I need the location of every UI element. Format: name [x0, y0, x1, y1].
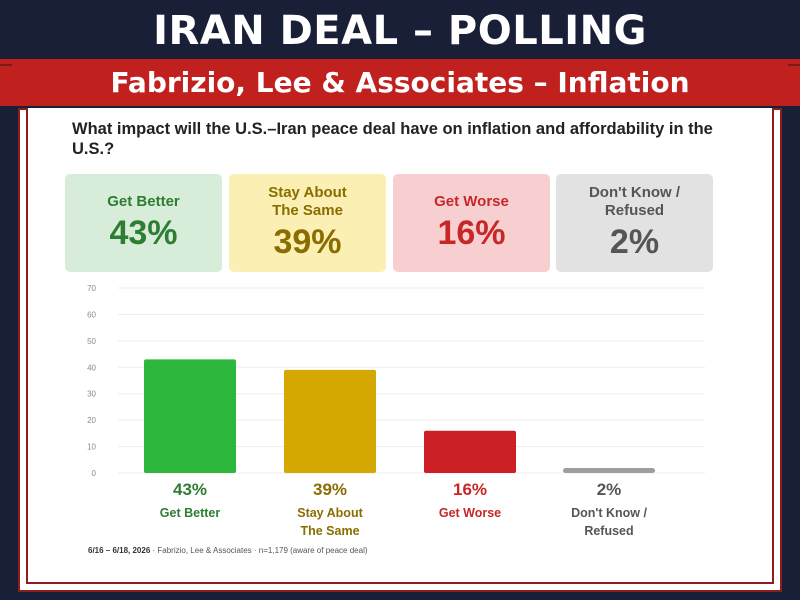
card-label: Stay About The Same — [268, 184, 347, 219]
category-label: Stay About — [297, 506, 363, 520]
card-percent: 16% — [437, 214, 506, 252]
category-label: Get Better — [160, 506, 221, 520]
y-tick-label: 60 — [87, 310, 96, 319]
page-title: IRAN DEAL – POLLING — [153, 8, 647, 54]
card-label: Get Worse — [434, 193, 509, 210]
result-card-dont-know: Don't Know / Refused 2% — [556, 174, 713, 272]
category-label: Refused — [584, 524, 633, 538]
card-percent: 43% — [109, 214, 178, 252]
bar-0 — [144, 359, 236, 473]
bar-value-label: 16% — [453, 480, 487, 499]
banner-rule-left — [0, 64, 12, 66]
card-label: Get Better — [107, 193, 180, 210]
card-percent: 39% — [273, 223, 342, 261]
category-label: Get Worse — [439, 506, 501, 520]
result-card-stay-same: Stay About The Same 39% — [229, 174, 386, 272]
y-tick-label: 20 — [87, 416, 96, 425]
result-card-get-worse: Get Worse 16% — [393, 174, 550, 272]
source-text: · Fabrizio, Lee & Associates · n=1,179 (… — [150, 546, 368, 555]
source-note: 6/16 – 6/18, 2026 · Fabrizio, Lee & Asso… — [88, 546, 368, 555]
category-label: Don't Know / — [571, 506, 647, 520]
bar-3 — [563, 468, 655, 473]
bar-value-label: 2% — [597, 480, 622, 499]
bar-value-label: 43% — [173, 480, 207, 499]
bar-1 — [284, 369, 376, 473]
card-percent: 2% — [609, 223, 660, 261]
y-tick-label: 40 — [87, 363, 96, 372]
y-tick-label: 0 — [92, 469, 97, 478]
bar-2 — [424, 430, 516, 473]
category-label: The Same — [300, 524, 359, 538]
source-date: 6/16 – 6/18, 2026 — [88, 546, 151, 555]
card-label: Don't Know / Refused — [588, 184, 681, 219]
y-tick-label: 30 — [87, 390, 96, 399]
section-banner: Fabrizio, Lee & Associates – Inflation — [0, 59, 800, 106]
y-tick-label: 70 — [87, 284, 96, 293]
result-card-get-better: Get Better 43% — [65, 174, 222, 272]
y-tick-label: 50 — [87, 337, 96, 346]
bar-value-label: 39% — [313, 480, 347, 499]
survey-question: What impact will the U.S.–Iran peace dea… — [72, 120, 713, 158]
banner-rule-right — [788, 64, 800, 66]
section-banner-text: Fabrizio, Lee & Associates – Inflation — [110, 66, 690, 99]
y-tick-label: 10 — [87, 443, 96, 452]
